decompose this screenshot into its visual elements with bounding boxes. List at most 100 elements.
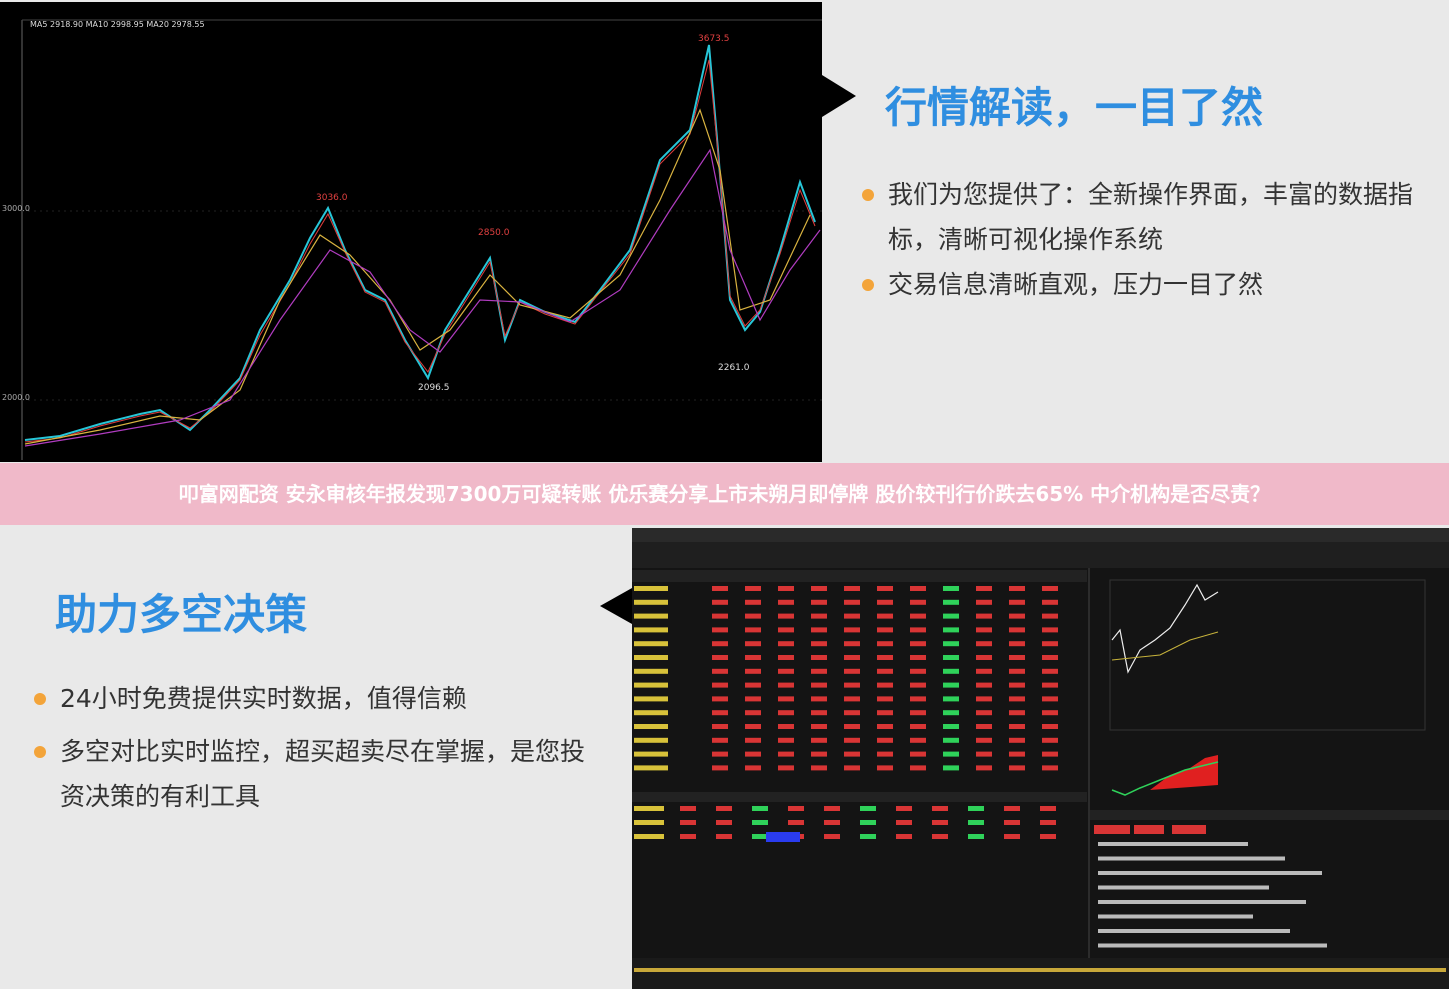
row-cell	[976, 613, 992, 619]
row-cell	[1042, 613, 1058, 619]
row-cell	[968, 806, 984, 811]
price-label: 3673.5	[698, 34, 730, 44]
row-cell	[1009, 599, 1025, 605]
row-cell	[910, 710, 926, 716]
row-cell	[811, 599, 827, 605]
row-cell	[860, 820, 876, 825]
row-cell	[1009, 641, 1025, 647]
axis-label: 2000.0	[2, 393, 30, 402]
row-cell	[811, 641, 827, 647]
section-title: 助力多空决策	[55, 590, 308, 639]
row-cell	[976, 586, 992, 591]
row-cell	[712, 641, 728, 647]
row-cell	[824, 834, 840, 839]
row-cell	[1042, 641, 1058, 647]
bullet: 多空对比实时监控，超买超卖尽在掌握，是您投资决策的有利工具	[34, 729, 594, 819]
row-cell	[877, 655, 893, 660]
row-cell	[976, 655, 992, 660]
row-cell	[811, 737, 827, 743]
row-cell	[778, 586, 794, 591]
row-cell	[932, 834, 948, 839]
pointer	[822, 75, 856, 117]
row-cell	[745, 765, 761, 771]
row-cell	[716, 820, 732, 825]
bullet-list: 我们为您提供了：全新操作界面，丰富的数据指标，清晰可视化操作系统 交易信息清晰直…	[862, 172, 1432, 307]
row-cell	[811, 668, 827, 674]
row-cell	[943, 724, 959, 729]
row-name	[634, 682, 668, 688]
row-cell	[712, 627, 728, 633]
row-cell	[910, 655, 926, 660]
row-cell	[877, 668, 893, 674]
row-cell	[943, 613, 959, 619]
row-cell	[811, 682, 827, 688]
row-cell	[778, 710, 794, 716]
row-cell	[943, 599, 959, 605]
row-cell	[778, 668, 794, 674]
row-cell	[1042, 655, 1058, 660]
row-cell	[1040, 806, 1056, 811]
row-cell	[778, 613, 794, 619]
row-cell	[910, 586, 926, 591]
row-cell	[1009, 696, 1025, 702]
row-cell	[778, 751, 794, 757]
row-cell	[910, 737, 926, 743]
row-cell	[712, 751, 728, 757]
row-cell	[745, 655, 761, 660]
row-cell	[860, 834, 876, 839]
row-cell	[877, 710, 893, 716]
row-cell	[976, 765, 992, 771]
row-cell	[716, 834, 732, 839]
row-cell	[910, 668, 926, 674]
news-row	[1098, 914, 1253, 919]
row-cell	[877, 627, 893, 633]
row-cell	[811, 655, 827, 660]
row-cell	[844, 641, 860, 647]
row-cell	[943, 668, 959, 674]
row-cell	[745, 696, 761, 702]
row-cell	[811, 765, 827, 771]
row-cell	[712, 682, 728, 688]
row-cell	[1009, 737, 1025, 743]
row-cell	[860, 806, 876, 811]
pressure-line	[1111, 761, 1219, 796]
row-cell	[745, 641, 761, 647]
toolbar	[632, 542, 1449, 568]
row-cell	[877, 751, 893, 757]
ma-line	[24, 148, 821, 447]
row-cell	[943, 682, 959, 688]
pressure-area	[1150, 755, 1218, 790]
ticker	[634, 968, 1446, 972]
row-cell	[943, 710, 959, 716]
row-name	[634, 710, 668, 716]
row-cell	[976, 641, 992, 647]
row-cell	[1042, 737, 1058, 743]
news-row	[1098, 943, 1327, 948]
row-cell	[752, 820, 768, 825]
row-cell	[824, 806, 840, 811]
row-cell	[712, 668, 728, 674]
row-cell	[943, 696, 959, 702]
bullet: 24小时免费提供实时数据，值得信赖	[34, 676, 594, 721]
mini-avg	[1111, 631, 1219, 661]
row-cell	[778, 641, 794, 647]
news-row	[1098, 900, 1306, 904]
row-cell	[745, 668, 761, 674]
menu-bar	[632, 528, 1449, 542]
row-cell	[778, 599, 794, 605]
row-cell	[844, 668, 860, 674]
row-cell	[1042, 668, 1058, 674]
row-cell	[1009, 724, 1025, 729]
row-cell	[1009, 682, 1025, 688]
row-cell	[811, 724, 827, 729]
row-cell	[877, 765, 893, 771]
mini-price	[1111, 583, 1219, 674]
bullet: 交易信息清晰直观，压力一目了然	[862, 262, 1432, 307]
row-cell	[1040, 834, 1056, 839]
row-cell	[932, 806, 948, 811]
news-row	[1098, 929, 1290, 933]
row-cell	[811, 627, 827, 633]
row-cell	[1042, 586, 1058, 591]
